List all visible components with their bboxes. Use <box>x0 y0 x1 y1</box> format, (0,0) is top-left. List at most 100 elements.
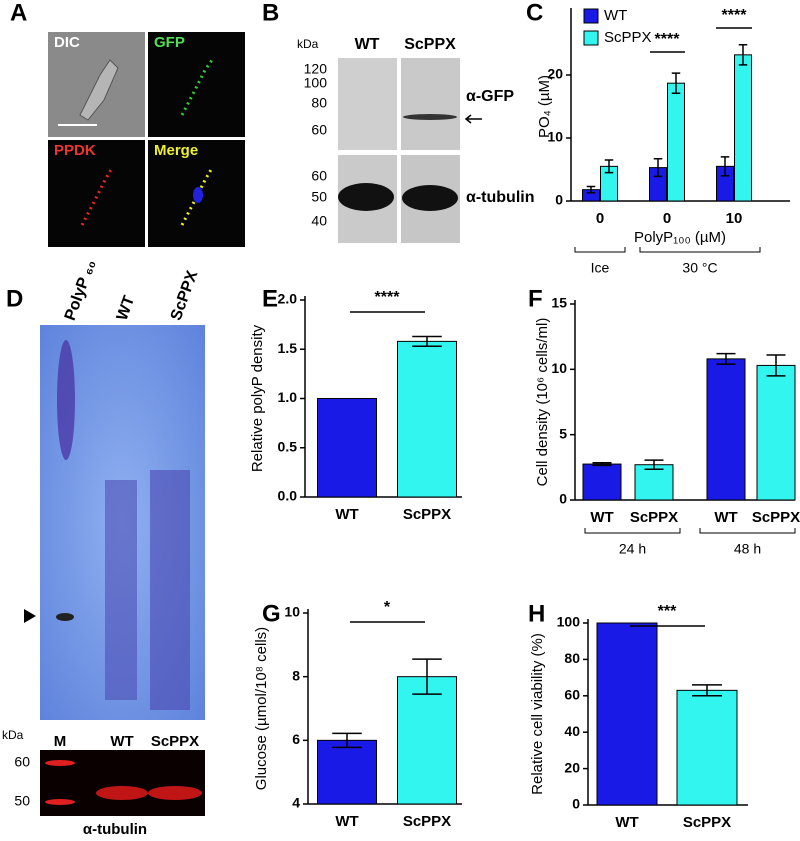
significance: * <box>384 599 391 616</box>
y-axis-label: Cell density (10⁶ cells/ml) <box>534 318 551 487</box>
y-tick-label: 10 <box>551 360 567 376</box>
panel-label: B <box>262 0 279 26</box>
y-tick-label: 15 <box>551 295 567 311</box>
lane-label: ScPPX <box>168 268 202 323</box>
panel-label: C <box>526 0 543 26</box>
y-axis-label: Glucose (µmol/10⁸ cells) <box>253 627 270 790</box>
panel-label: E <box>262 285 278 312</box>
lane-label: WT <box>110 733 133 750</box>
band <box>45 760 75 766</box>
panel-d: PolyP ₆₀ WT ScPPX kDa M WT ScPPX 60 50 α… <box>2 258 205 838</box>
error-bar <box>604 159 614 174</box>
x-tick-label: 0 <box>663 210 671 227</box>
y-tick-label: 20 <box>564 759 580 775</box>
significance: **** <box>375 289 401 306</box>
band <box>45 799 75 805</box>
bar <box>667 82 685 202</box>
bar <box>397 676 457 805</box>
y-tick-label: 5 <box>559 425 567 441</box>
band <box>96 786 148 800</box>
bar <box>317 739 377 805</box>
y-axis-label: PO₄ (µM) <box>536 75 553 138</box>
panel-label: A <box>10 0 27 26</box>
image-label: Merge <box>154 142 198 159</box>
group-label: 24 h <box>619 541 646 557</box>
error-bar <box>592 462 612 467</box>
arrow <box>464 114 482 124</box>
antibody-label: α-tubulin <box>83 821 147 838</box>
antibody-label: α-tubulin <box>466 189 534 206</box>
error-bar <box>412 658 442 695</box>
marker-label: 60 <box>14 754 30 770</box>
error-bar <box>766 354 786 377</box>
antibody-label: α-GFP <box>466 88 514 105</box>
x-tick-label: ScPPX <box>630 509 678 526</box>
x-tick-label: 0 <box>596 210 604 227</box>
error-bar <box>671 72 681 95</box>
error-bar <box>332 732 362 749</box>
marker-label: 80 <box>311 95 327 111</box>
unit-label: kDa <box>2 728 24 742</box>
marker-label: 50 <box>311 189 327 205</box>
legend-label: ScPPX <box>604 29 652 46</box>
lane-label: PolyP ₆₀ <box>62 258 100 323</box>
x-tick-label: ScPPX <box>752 509 800 526</box>
x-tick-label: ScPPX <box>403 813 451 830</box>
group-bracket <box>699 528 796 534</box>
blot <box>338 58 397 150</box>
bar <box>706 358 746 501</box>
group-bracket <box>584 528 681 534</box>
blot <box>40 750 205 816</box>
significance: **** <box>655 31 681 48</box>
bar <box>317 398 377 498</box>
marker-label: 120 <box>304 61 328 77</box>
arrowhead <box>24 609 36 623</box>
band <box>402 185 458 211</box>
band <box>148 786 202 800</box>
marker-label: 40 <box>311 213 327 229</box>
cell <box>79 59 119 121</box>
bar <box>397 340 457 498</box>
x-axis-label: PolyP₁₀₀ (µM) <box>634 229 726 246</box>
x-tick-label: ScPPX <box>683 814 731 831</box>
group-label: Ice <box>591 260 610 276</box>
marker-label: 100 <box>304 75 328 91</box>
y-tick-label: 10 <box>284 604 300 620</box>
y-axis-label: Relative cell viability (%) <box>529 633 546 795</box>
legend-swatch <box>583 30 599 46</box>
legend-label: WT <box>604 7 627 24</box>
group-label: 48 h <box>734 541 761 557</box>
error-bar <box>720 156 730 177</box>
significance: **** <box>722 7 748 24</box>
panel-label: F <box>528 285 543 312</box>
smear <box>57 340 75 460</box>
bar <box>596 622 658 806</box>
y-tick-label: 4 <box>292 795 300 811</box>
bar <box>734 54 752 202</box>
y-tick-label: 6 <box>292 731 300 747</box>
gfp-image <box>148 32 245 137</box>
x-tick-label: 10 <box>726 210 743 227</box>
ppdk-image <box>48 140 145 247</box>
panel-a: DIC GFP PPDK Merge <box>48 32 245 247</box>
y-tick-label: 0.5 <box>278 438 298 454</box>
x-tick-label: WT <box>714 509 737 526</box>
lane-label: M <box>54 733 67 750</box>
y-tick-label: 1.0 <box>278 389 298 405</box>
ladder <box>150 470 190 710</box>
error-bar <box>692 684 722 697</box>
x-tick-label: WT <box>335 813 358 830</box>
group-bracket <box>574 247 626 253</box>
y-tick-label: 0 <box>555 192 563 208</box>
unit-label: kDa <box>297 37 319 51</box>
lane-label: ScPPX <box>151 733 199 750</box>
significance: *** <box>658 603 677 620</box>
y-tick-label: 20 <box>547 66 563 82</box>
y-tick-label: 0 <box>572 796 580 812</box>
y-tick-label: 2.0 <box>278 291 298 307</box>
panel-label: D <box>6 285 23 312</box>
marker-label: 60 <box>311 122 327 138</box>
lane-label: ScPPX <box>404 36 456 53</box>
y-tick-label: 60 <box>564 687 580 703</box>
